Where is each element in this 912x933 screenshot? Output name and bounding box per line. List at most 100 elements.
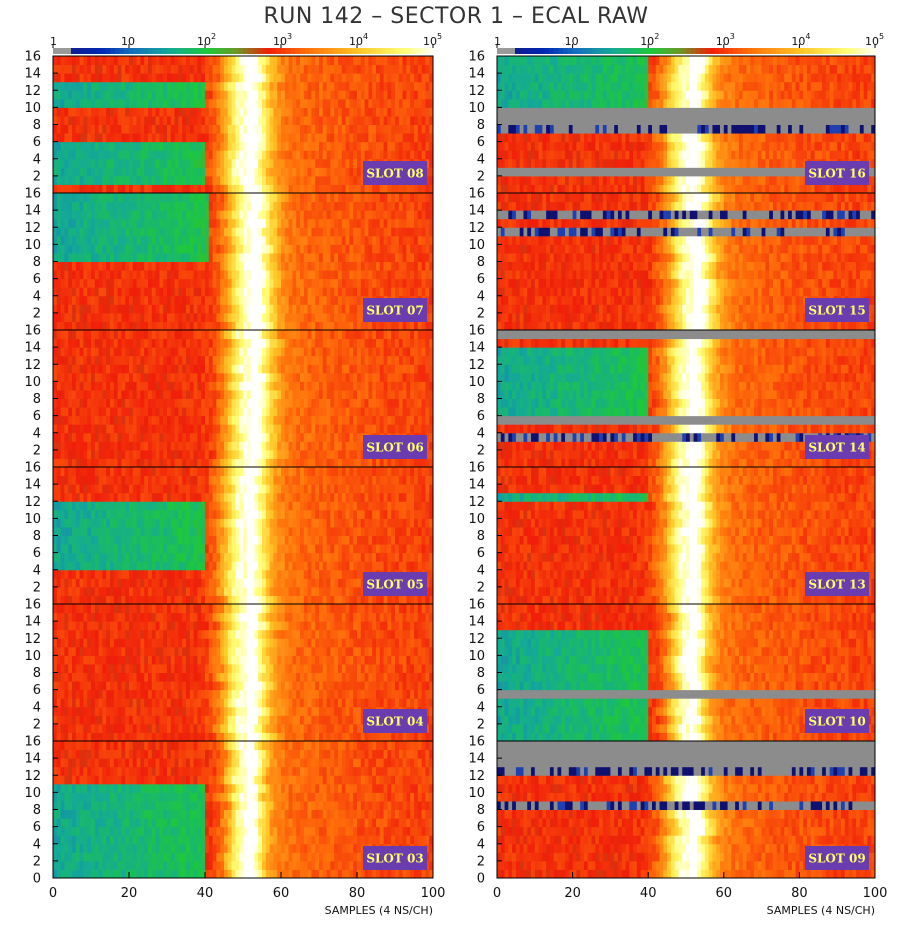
heatmap-cell: [410, 90, 415, 100]
heatmap-cell: [296, 355, 301, 365]
heatmap-cell: [383, 64, 388, 74]
heatmap-cell: [208, 175, 214, 185]
heatmap-cell: [94, 252, 100, 262]
heatmap-cell: [425, 158, 430, 168]
heatmap-cell: [330, 338, 335, 348]
heatmap-cell: [212, 415, 217, 425]
heatmap-cell: [174, 98, 179, 108]
heatmap-cell: [322, 107, 328, 117]
heatmap-cell: [201, 330, 206, 340]
heatmap-cell: [296, 133, 301, 143]
heatmap-cell: [110, 244, 115, 254]
heatmap-cell: [220, 415, 225, 425]
heatmap-cell: [387, 141, 392, 151]
heatmap-cell: [208, 184, 214, 194]
heatmap-cell: [129, 330, 134, 340]
heatmap-cell: [387, 81, 392, 91]
heatmap-cell: [300, 355, 305, 365]
heatmap-cell: [349, 458, 354, 468]
heatmap-cell: [224, 175, 229, 185]
heatmap-cell: [417, 372, 423, 382]
colorbar-segment: [548, 48, 555, 54]
heatmap-cell: [417, 90, 423, 100]
heatmap-cell: [277, 330, 282, 340]
heatmap-cell: [322, 193, 328, 203]
heatmap-cell: [357, 167, 362, 177]
heatmap-cell: [379, 115, 385, 125]
heatmap-cell: [315, 432, 320, 442]
heatmap-cell: [87, 184, 92, 194]
heatmap-cell: [224, 287, 229, 297]
heatmap-cell: [212, 56, 217, 66]
heatmap-cell: [326, 432, 331, 442]
heatmap-cell: [402, 98, 407, 108]
heatmap-cell: [429, 295, 434, 305]
heatmap-cell: [417, 227, 423, 237]
heatmap-cell: [212, 441, 217, 451]
heatmap-cell: [364, 389, 369, 399]
heatmap-cell: [425, 90, 430, 100]
heatmap-cell: [106, 150, 111, 160]
heatmap-cell: [322, 261, 328, 271]
heatmap-cell: [322, 424, 328, 434]
heatmap-cell: [262, 98, 267, 108]
heatmap-cell: [254, 252, 259, 262]
heatmap-cell: [167, 424, 172, 434]
heatmap-cell: [212, 124, 217, 134]
colorbar-segment: [195, 48, 201, 54]
heatmap-cell: [224, 295, 229, 305]
heatmap-cell: [155, 372, 160, 382]
heatmap-cell: [79, 201, 84, 211]
heatmap-cell: [372, 389, 377, 399]
heatmap-cell: [91, 278, 96, 288]
heatmap-cell: [395, 381, 400, 391]
heatmap-cell: [398, 210, 404, 220]
heatmap-cell: [94, 115, 100, 125]
heatmap-cell: [357, 184, 362, 194]
heatmap-cell: [410, 372, 415, 382]
heatmap-cell: [239, 167, 244, 177]
heatmap-cell: [189, 304, 195, 314]
colorbar-segment: [110, 48, 116, 54]
heatmap-cell: [132, 252, 138, 262]
heatmap-cell: [205, 218, 210, 228]
heatmap-cell: [296, 115, 301, 125]
heatmap-cell: [87, 107, 92, 117]
heatmap-cell: [387, 133, 392, 143]
heatmap-cell: [368, 124, 373, 134]
heatmap-cell: [265, 107, 271, 117]
heatmap-cell: [357, 304, 362, 314]
heatmap-cell: [296, 73, 301, 83]
heatmap-cell: [406, 270, 411, 280]
heatmap-cell: [110, 432, 115, 442]
heatmap-cell: [53, 364, 58, 374]
heatmap-cell: [148, 441, 153, 451]
heatmap-cell: [110, 424, 115, 434]
colorbar-segment: [591, 48, 597, 54]
heatmap-cell: [353, 73, 358, 83]
heatmap-cell: [193, 124, 198, 134]
heatmap-cell: [227, 321, 233, 331]
heatmap-cell: [102, 81, 107, 91]
heatmap-cell: [338, 252, 343, 262]
heatmap-cell: [387, 252, 392, 262]
heatmap-cell: [136, 321, 141, 331]
heatmap-cell: [353, 64, 358, 74]
heatmap-cell: [83, 90, 88, 100]
heatmap-cell: [269, 295, 274, 305]
heatmap-cell: [121, 330, 126, 340]
heatmap-cell: [189, 218, 195, 228]
heatmap-cell: [56, 133, 62, 143]
heatmap-cell: [72, 167, 77, 177]
heatmap-cell: [197, 218, 202, 228]
heatmap-cell: [254, 321, 259, 331]
heatmap-cell: [98, 415, 103, 425]
heatmap-cell: [182, 364, 187, 374]
heatmap-cell: [129, 150, 134, 160]
heatmap-cell: [151, 330, 157, 340]
heatmap-cell: [136, 141, 141, 151]
heatmap-cell: [75, 261, 81, 271]
heatmap-cell: [417, 244, 423, 254]
heatmap-cell: [292, 201, 297, 211]
heatmap-cell: [243, 107, 248, 117]
